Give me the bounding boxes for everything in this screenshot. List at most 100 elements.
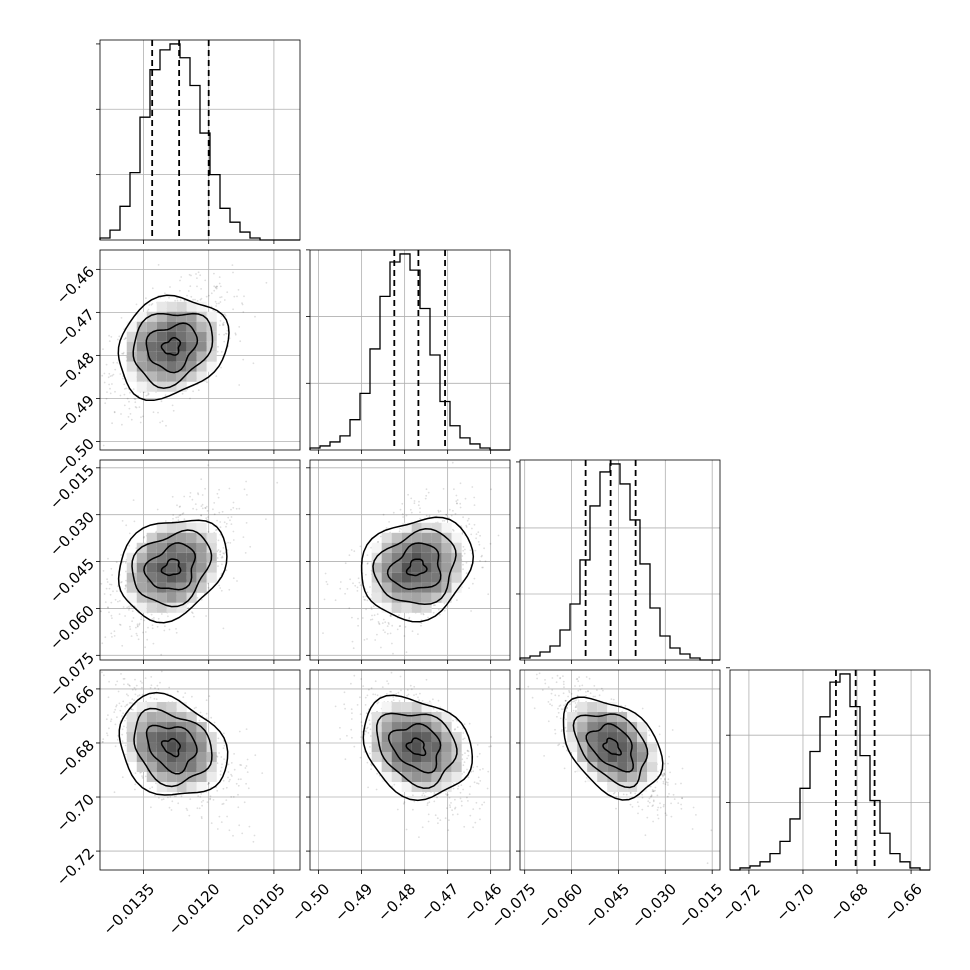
scatter-point xyxy=(451,461,454,464)
scatter-point xyxy=(222,627,225,630)
scatter-point xyxy=(117,585,119,588)
scatter-point xyxy=(322,632,324,634)
scatter-point xyxy=(459,502,462,505)
scatter-point xyxy=(171,404,174,407)
scatter-point xyxy=(238,824,241,827)
scatter-point xyxy=(344,592,346,595)
density-cell xyxy=(381,562,392,573)
scatter-point xyxy=(445,513,447,516)
scatter-point xyxy=(219,301,222,303)
scatter-point xyxy=(438,613,441,616)
scatter-point xyxy=(141,682,143,684)
scatter-point xyxy=(232,271,234,274)
scatter-point xyxy=(107,606,109,608)
scatter-point xyxy=(145,700,148,703)
scatter-point xyxy=(222,323,225,326)
density-cell xyxy=(206,321,217,332)
scatter-point xyxy=(483,801,486,804)
scatter-point xyxy=(134,678,136,681)
scatter-point xyxy=(422,612,424,615)
scatter-point xyxy=(474,821,477,824)
scatter-point xyxy=(197,389,200,392)
density-cell xyxy=(186,592,197,603)
density-cell xyxy=(451,552,462,563)
scatter-point xyxy=(121,352,123,355)
scatter-point xyxy=(110,632,113,635)
density-cell xyxy=(136,341,147,352)
scatter-point xyxy=(204,506,207,509)
scatter-point xyxy=(141,775,144,777)
scatter-point xyxy=(215,375,218,377)
density-cell xyxy=(166,522,177,533)
scatter-point xyxy=(405,651,408,654)
density-cell xyxy=(206,762,217,773)
scatter-point xyxy=(401,513,404,516)
scatter-point xyxy=(151,302,154,305)
scatter-point xyxy=(129,391,131,394)
scatter-point xyxy=(201,503,204,506)
scatter-point xyxy=(463,737,466,740)
scatter-point xyxy=(224,315,227,317)
density-cell xyxy=(391,722,402,733)
density-cell xyxy=(126,371,137,382)
density-cell xyxy=(166,582,177,593)
scatter-point xyxy=(523,513,525,515)
axes-frame xyxy=(99,39,301,241)
scatter-point xyxy=(349,578,351,581)
scatter-point xyxy=(228,588,231,591)
density-cell xyxy=(166,321,177,332)
scatter-point xyxy=(168,686,171,689)
scatter-point xyxy=(101,671,103,674)
scatter-point xyxy=(346,588,349,590)
scatter-point xyxy=(472,808,475,810)
scatter-point xyxy=(100,582,103,585)
scatter-point xyxy=(232,501,235,504)
contour-line xyxy=(405,558,428,577)
scatter-point xyxy=(153,617,155,619)
scatter-point xyxy=(388,623,390,625)
scatter-point xyxy=(463,761,466,763)
scatter-point xyxy=(427,616,429,619)
scatter-point xyxy=(133,520,136,523)
density-cell xyxy=(126,552,137,563)
scatter-point xyxy=(324,572,327,575)
density-cell xyxy=(381,772,392,783)
scatter-point xyxy=(156,508,159,511)
scatter-point xyxy=(167,796,169,799)
scatter-point xyxy=(420,622,423,624)
scatter-point xyxy=(222,747,225,749)
scatter-point xyxy=(459,482,462,485)
scatter-point xyxy=(110,583,113,586)
scatter-point xyxy=(369,728,372,731)
scatter-point xyxy=(443,609,446,612)
density-cell xyxy=(156,732,167,743)
density-cell xyxy=(146,772,157,783)
scatter-point xyxy=(246,758,249,761)
scatter-point xyxy=(185,807,188,810)
scatter-point xyxy=(450,514,453,517)
scatter-point xyxy=(392,699,395,701)
scatter-point xyxy=(147,392,150,394)
scatter-point xyxy=(459,797,462,800)
scatter-point xyxy=(398,700,401,702)
scatter-point xyxy=(399,675,402,678)
scatter-point xyxy=(467,750,470,753)
scatter-point xyxy=(334,705,337,708)
scatter-point xyxy=(157,411,159,414)
scatter-point xyxy=(369,735,372,737)
scatter-point xyxy=(470,770,473,773)
scatter-point xyxy=(243,801,246,804)
scatter-point xyxy=(426,802,429,805)
scatter-point xyxy=(217,496,220,499)
scatter-point xyxy=(171,495,174,498)
scatter-point xyxy=(237,778,240,781)
scatter-point xyxy=(413,502,416,505)
scatter-point xyxy=(186,294,188,297)
density-cell xyxy=(166,572,177,583)
scatter-point xyxy=(373,614,376,617)
density-cell xyxy=(146,321,157,332)
scatter-point xyxy=(391,624,394,627)
density-cell xyxy=(146,742,157,753)
scatter-point xyxy=(143,535,146,538)
scatter-point xyxy=(206,518,209,521)
